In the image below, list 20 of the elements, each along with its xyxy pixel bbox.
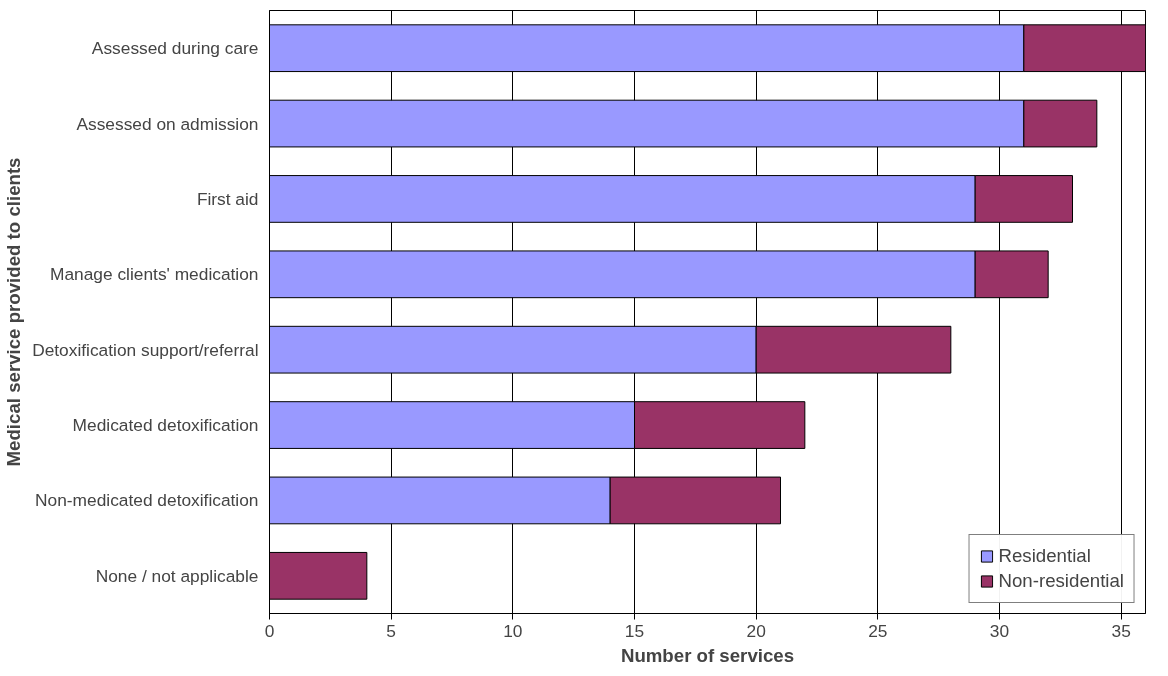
x-tick-label: 30 [989,620,1010,641]
y-tick-label: Assessed during care [91,38,259,59]
y-tick-label: Non-medicated detoxification [35,490,259,511]
x-axis-title: Number of services [620,644,795,666]
x-tick-label: 10 [503,620,523,641]
y-tick-label: None / not applicable [95,565,259,586]
y-tick-label: Assessed on admission [76,113,259,134]
y-tick-label: Manage clients' medication [50,264,259,285]
x-tick-label: 5 [386,620,396,641]
x-tick-label: 0 [264,620,275,641]
y-tick-label: First aid [196,188,259,209]
x-tick-label: 25 [868,620,888,641]
x-tick-label: 20 [746,620,766,641]
legend-label: Residential [998,545,1091,567]
x-tick-label: 15 [624,620,645,641]
x-tick-label: 35 [1111,620,1131,641]
legend-label: Non-residential [998,570,1124,592]
y-tick-label: Medicated detoxification [72,415,259,436]
y-tick-label: Detoxification support/referral [32,339,259,360]
y-axis-title: Medical service provided to clients [3,157,25,467]
